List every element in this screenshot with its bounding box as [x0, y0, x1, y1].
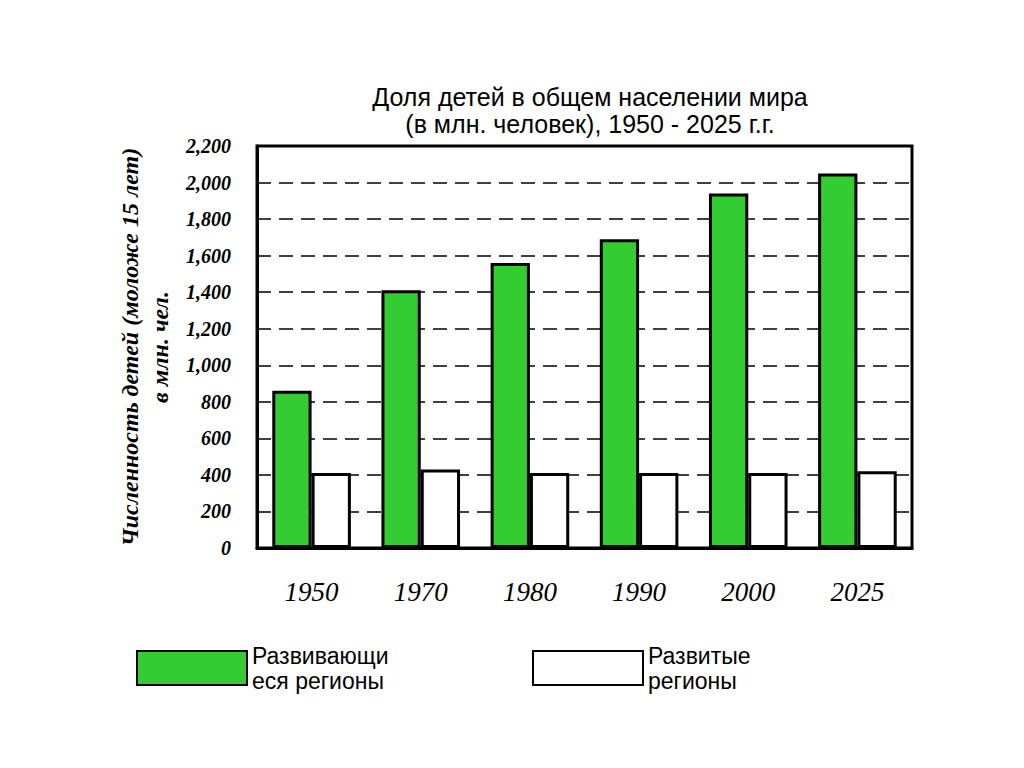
svg-text:регионы: регионы — [648, 668, 737, 694]
svg-text:1,200: 1,200 — [186, 318, 231, 340]
svg-text:1990: 1990 — [612, 577, 667, 607]
svg-text:2025: 2025 — [830, 577, 884, 607]
svg-text:Развивающи: Развивающи — [252, 643, 389, 669]
svg-text:400: 400 — [200, 464, 231, 486]
svg-text:2000: 2000 — [721, 577, 776, 607]
svg-text:800: 800 — [201, 391, 231, 413]
svg-text:200: 200 — [200, 500, 231, 522]
svg-text:Численность детей (моложе 15 л: Численность детей (моложе 15 лет) — [117, 148, 143, 547]
svg-text:1980: 1980 — [503, 577, 558, 607]
svg-text:0: 0 — [221, 537, 231, 559]
svg-text:в млн. чел.: в млн. чел. — [147, 291, 173, 403]
svg-text:1970: 1970 — [394, 577, 449, 607]
svg-text:1,600: 1,600 — [186, 245, 231, 267]
svg-text:600: 600 — [201, 427, 231, 449]
svg-text:(в млн. человек), 1950 - 2025: (в млн. человек), 1950 - 2025 г.г. — [405, 110, 774, 138]
svg-text:2,200: 2,200 — [185, 135, 231, 157]
svg-text:1,800: 1,800 — [186, 208, 231, 230]
svg-text:Доля детей в общем населении м: Доля детей в общем населении мира — [372, 83, 808, 111]
svg-text:еся регионы: еся регионы — [252, 668, 384, 694]
svg-text:1,000: 1,000 — [186, 354, 231, 376]
svg-text:1950: 1950 — [285, 577, 340, 607]
svg-text:Развитые: Развитые — [648, 643, 757, 669]
svg-text:1,400: 1,400 — [186, 281, 231, 303]
svg-text:2,000: 2,000 — [185, 172, 231, 194]
